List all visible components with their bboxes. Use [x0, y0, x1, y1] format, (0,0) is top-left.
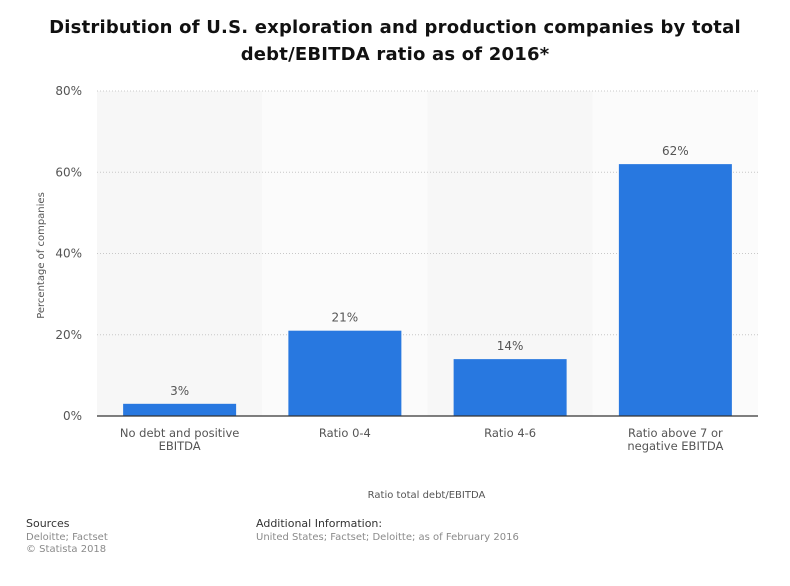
y-tick-label: 0%: [63, 409, 82, 423]
bar-value-label: 3%: [170, 384, 189, 398]
chart-title-line-1: Distribution of U.S. exploration and pro…: [49, 17, 741, 38]
additional-info-heading: Additional Information:: [256, 517, 383, 530]
additional-info-block: Additional Information: United States; F…: [256, 518, 519, 544]
x-category-label-line: EBITDA: [159, 439, 201, 453]
x-category-label-line: Ratio 4-6: [484, 426, 536, 440]
y-tick-label: 80%: [55, 84, 82, 98]
y-tick-label: 20%: [55, 328, 82, 342]
bar-value-label: 21%: [332, 311, 359, 325]
chart-title: Distribution of U.S. exploration and pro…: [40, 14, 750, 68]
bar-value-label: 62%: [662, 144, 689, 158]
y-axis-title: Percentage of companies: [36, 192, 47, 319]
copyright-text: © Statista 2018: [26, 544, 107, 555]
x-category-label-line: Ratio 0-4: [319, 426, 371, 440]
x-category-label: Ratio above 7 or negative EBITDA: [627, 426, 723, 453]
additional-info-text: United States; Factset; Deloitte; as of …: [256, 532, 519, 543]
bar-value-label: 14%: [497, 339, 524, 353]
x-category-label-line: Ratio above 7 or: [628, 426, 723, 440]
y-tick-label: 60%: [55, 165, 82, 179]
x-axis-title: Ratio total debt/EBITDA: [368, 490, 486, 501]
sources-heading: Sources: [26, 517, 70, 530]
bar: [123, 403, 237, 416]
x-category-label: Ratio 4-6: [484, 426, 536, 440]
x-category-label: Ratio 0-4: [319, 426, 371, 440]
sources-text[interactable]: Deloitte; Factset: [26, 532, 108, 543]
bar: [288, 330, 402, 416]
x-category-label: No debt and positive EBITDA: [120, 426, 240, 453]
sources-block: Sources Deloitte; Factset © Statista 201…: [26, 518, 108, 556]
y-tick-label: 40%: [55, 247, 82, 261]
bar: [618, 164, 732, 416]
chart-title-line-2: debt/EBITDA ratio as of 2016*: [240, 44, 550, 65]
bar: [453, 359, 567, 416]
x-category-label-line: negative EBITDA: [627, 439, 723, 453]
x-category-label-line: No debt and positive: [120, 426, 240, 440]
